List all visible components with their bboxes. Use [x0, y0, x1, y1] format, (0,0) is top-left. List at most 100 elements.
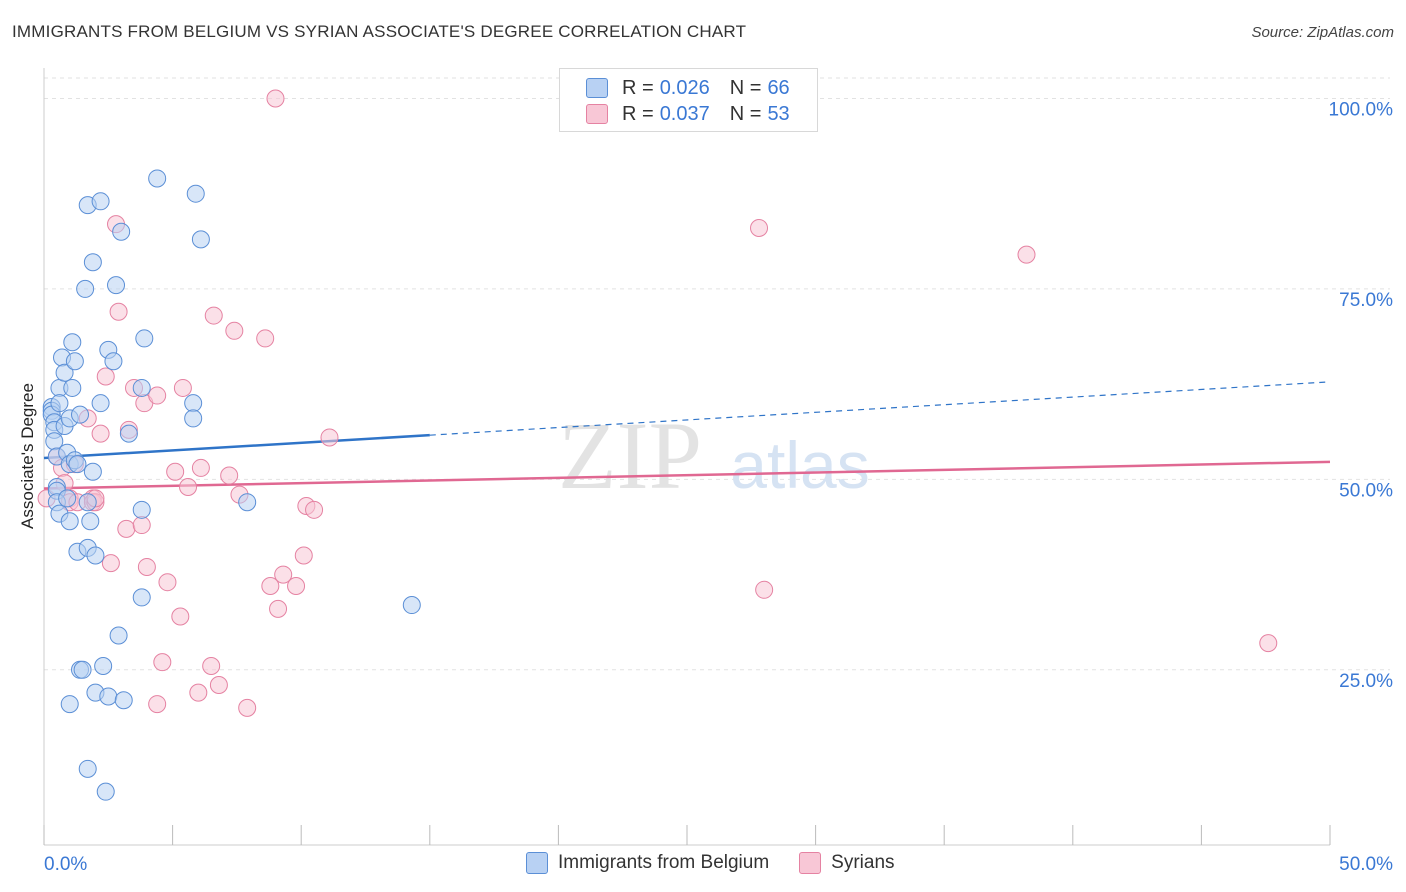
legend-row-syrians: R = 0.037 N = 53 — [586, 103, 790, 125]
point-syrians[interactable] — [153, 653, 172, 672]
y-tick-label: 50.0% — [1339, 480, 1393, 501]
point-belgium[interactable] — [99, 687, 118, 706]
axes — [43, 68, 1331, 846]
point-syrians[interactable] — [132, 516, 151, 535]
point-syrians[interactable] — [261, 577, 280, 595]
point-belgium[interactable] — [83, 253, 102, 272]
y-axis-label: Associate's Degree — [18, 383, 37, 529]
point-belgium[interactable] — [148, 169, 167, 188]
point-belgium[interactable] — [78, 759, 97, 778]
point-belgium[interactable] — [184, 409, 203, 428]
point-belgium[interactable] — [191, 230, 210, 249]
point-belgium[interactable] — [55, 363, 74, 382]
point-belgium[interactable] — [76, 279, 95, 298]
point-belgium[interactable] — [135, 329, 154, 348]
point-belgium[interactable] — [63, 378, 82, 397]
point-syrians[interactable] — [173, 378, 192, 397]
watermark-atlas: atlas — [730, 428, 869, 502]
point-syrians[interactable] — [755, 580, 774, 599]
point-belgium[interactable] — [94, 656, 113, 675]
point-syrians[interactable] — [158, 573, 177, 592]
point-syrians[interactable] — [320, 428, 339, 447]
series-swatch-pink — [799, 852, 822, 874]
point-syrians[interactable] — [209, 676, 228, 695]
point-belgium[interactable] — [119, 424, 138, 443]
point-belgium[interactable] — [63, 333, 82, 352]
point-belgium[interactable] — [132, 500, 151, 519]
point-belgium[interactable] — [107, 276, 126, 295]
point-syrians[interactable] — [91, 424, 110, 443]
point-belgium[interactable] — [86, 546, 105, 565]
point-belgium[interactable] — [186, 184, 205, 203]
x-tick-label-max: 50.0% — [1339, 854, 1393, 875]
point-syrians[interactable] — [189, 683, 208, 702]
point-syrians[interactable] — [148, 386, 167, 405]
point-syrians[interactable] — [1017, 245, 1036, 264]
point-syrians[interactable] — [305, 500, 324, 519]
point-syrians[interactable] — [137, 557, 156, 576]
trend-line-belgium — [43, 433, 430, 460]
gridlines — [44, 77, 1390, 671]
point-belgium[interactable] — [109, 626, 128, 645]
point-belgium[interactable] — [91, 192, 110, 211]
point-belgium[interactable] — [402, 596, 421, 615]
point-syrians[interactable] — [171, 607, 190, 626]
point-belgium[interactable] — [65, 352, 84, 371]
point-syrians[interactable] — [256, 329, 275, 348]
point-syrians[interactable] — [266, 89, 285, 108]
trend-lines — [43, 381, 1331, 490]
tick-labels: 25.0% 50.0% 75.0% 100.0% 0.0% 50.0% — [44, 99, 1393, 875]
point-syrians[interactable] — [109, 302, 128, 321]
point-syrians[interactable] — [117, 519, 136, 538]
trend-line-belgium-extension — [429, 381, 1331, 436]
point-belgium[interactable] — [132, 378, 151, 397]
legend-r-label: R = — [622, 76, 654, 99]
point-belgium[interactable] — [112, 222, 131, 241]
point-belgium[interactable] — [71, 405, 90, 424]
legend-swatch-pink — [586, 104, 608, 124]
legend-r-label: R = — [622, 102, 654, 125]
point-belgium[interactable] — [73, 660, 92, 679]
point-syrians[interactable] — [96, 367, 115, 386]
point-syrians[interactable] — [191, 458, 210, 477]
point-belgium[interactable] — [91, 394, 110, 413]
point-syrians[interactable] — [204, 306, 223, 325]
series-legend-belgium[interactable]: Immigrants from Belgium — [526, 852, 769, 874]
point-belgium[interactable] — [104, 352, 123, 371]
point-belgium[interactable] — [96, 782, 115, 801]
point-syrians[interactable] — [166, 462, 185, 481]
point-belgium[interactable] — [58, 489, 77, 508]
point-belgium[interactable] — [60, 695, 79, 714]
point-syrians[interactable] — [238, 698, 257, 717]
point-belgium[interactable] — [81, 512, 100, 531]
point-belgium[interactable] — [238, 493, 257, 512]
point-syrians[interactable] — [274, 565, 293, 584]
point-syrians[interactable] — [750, 218, 769, 237]
point-belgium[interactable] — [78, 493, 97, 512]
point-belgium[interactable] — [184, 394, 203, 413]
point-syrians[interactable] — [101, 554, 120, 573]
point-syrians[interactable] — [225, 321, 244, 340]
point-belgium[interactable] — [60, 512, 79, 531]
legend-n-label: N = — [729, 102, 762, 125]
point-syrians[interactable] — [148, 695, 167, 714]
point-syrians[interactable] — [294, 546, 313, 565]
point-belgium[interactable] — [68, 455, 87, 474]
series-name-belgium: Immigrants from Belgium — [558, 852, 770, 873]
point-syrians[interactable] — [1259, 634, 1278, 653]
trend-line-syrians — [43, 460, 1331, 490]
series-legend-syrians[interactable]: Syrians — [799, 852, 895, 874]
point-syrians[interactable] — [287, 577, 306, 595]
point-syrians[interactable] — [220, 466, 239, 485]
legend-n-value: 53 — [767, 102, 790, 125]
watermark: ZIP atlas — [558, 402, 870, 509]
point-syrians[interactable] — [269, 599, 288, 618]
point-syrians[interactable] — [202, 656, 221, 675]
point-syrians[interactable] — [179, 477, 198, 496]
legend-swatch-blue — [586, 78, 608, 98]
point-belgium[interactable] — [114, 691, 133, 710]
point-belgium[interactable] — [83, 462, 102, 481]
point-belgium[interactable] — [132, 588, 151, 607]
point-belgium[interactable] — [50, 394, 69, 413]
